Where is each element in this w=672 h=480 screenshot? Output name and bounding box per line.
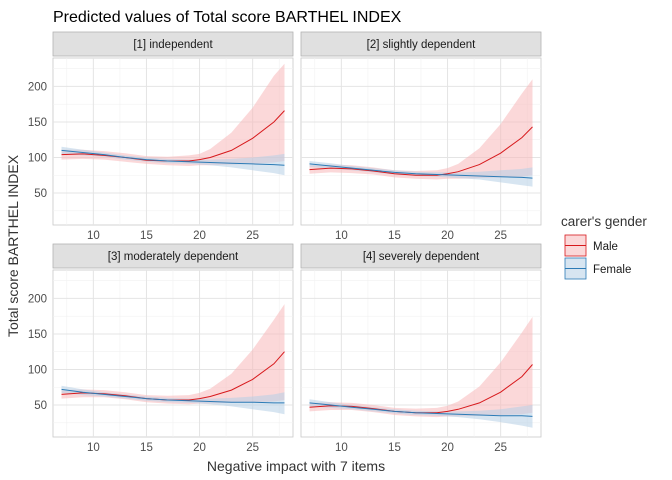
legend-title: carer's gender — [561, 214, 647, 229]
series-line-female — [61, 388, 285, 404]
facet-strip-label: [2] slightly dependent — [367, 39, 476, 51]
facet-strip — [52, 31, 294, 57]
x-tick-label: 25 — [494, 442, 507, 454]
chart-title: Predicted values of Total score BARTHEL … — [53, 9, 402, 26]
y-tick-label: 200 — [28, 81, 47, 93]
facet-panel: [4] severely dependent 10 15 20 25 — [300, 243, 542, 454]
y-axis-title: Total score BARTHEL INDEX — [5, 154, 21, 337]
series-line-male — [309, 126, 533, 176]
confidence-band-male — [61, 304, 285, 405]
legend-label-male: Male — [593, 241, 618, 253]
x-tick-label: 25 — [246, 442, 259, 454]
facet-strip — [300, 243, 542, 269]
facet-strip — [52, 243, 294, 269]
x-tick-label: 15 — [388, 442, 401, 454]
x-axis-title: Negative impact with 7 items — [207, 458, 385, 474]
facet-panel: [2] slightly dependent 10 15 20 25 — [300, 31, 542, 242]
y-tick-label: 100 — [28, 152, 47, 164]
confidence-band-male — [309, 316, 533, 418]
facet-strip-label: [3] moderately dependent — [108, 251, 239, 263]
x-tick-label: 10 — [335, 230, 348, 242]
series-line-female — [309, 163, 533, 179]
series-line-male — [61, 110, 285, 162]
y-tick-label: 100 — [28, 364, 47, 376]
x-tick-label: 15 — [140, 230, 153, 242]
y-tick-label: 50 — [34, 400, 47, 412]
x-tick-label: 10 — [87, 230, 100, 242]
series-line-male — [61, 351, 285, 401]
facet-strip — [300, 31, 542, 57]
y-tick-label: 150 — [28, 329, 47, 341]
x-tick-label: 25 — [246, 230, 259, 242]
x-tick-label: 25 — [494, 230, 507, 242]
legend-label-female: Female — [593, 264, 631, 276]
facet-panel: [3] moderately dependent 50 100 150 200 10 15 2… — [28, 243, 294, 454]
facet-panel: [1] independent 50 100 150 200 10 15 20 25 — [28, 31, 294, 242]
x-tick-label: 15 — [140, 442, 153, 454]
series-line-female — [309, 402, 533, 417]
x-tick-label: 20 — [441, 442, 454, 454]
y-tick-label: 200 — [28, 293, 47, 305]
x-tick-label: 20 — [193, 230, 206, 242]
series-line-female — [61, 149, 285, 166]
x-tick-label: 10 — [87, 442, 100, 454]
x-tick-label: 10 — [335, 442, 348, 454]
facet-strip-label: [1] independent — [133, 39, 213, 51]
facet-strip-label: [4] severely dependent — [363, 251, 480, 263]
confidence-band-male — [309, 79, 533, 180]
confidence-band-male — [61, 63, 285, 167]
x-tick-label: 20 — [441, 230, 454, 242]
y-tick-label: 50 — [34, 188, 47, 200]
y-tick-label: 150 — [28, 117, 47, 129]
legend: carer's gender Male Female — [561, 214, 647, 280]
x-tick-label: 15 — [388, 230, 401, 242]
series-line-male — [309, 364, 533, 414]
x-tick-label: 20 — [193, 442, 206, 454]
confidence-band-female — [309, 399, 533, 428]
